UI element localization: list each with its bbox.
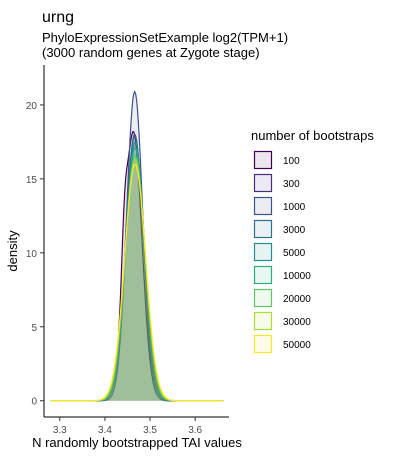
x-axis-label: N randomly bootstrapped TAI values <box>32 435 242 450</box>
density-area-100 <box>50 131 224 401</box>
chart-title: urng <box>42 9 74 26</box>
legend-key-background <box>253 242 273 262</box>
legend-swatch <box>253 265 273 285</box>
legend-item-50000: 50000 <box>253 334 311 354</box>
legend-label: 100 <box>283 156 300 167</box>
legend-key-background <box>253 265 273 285</box>
x-tick-label: 3.5 <box>143 425 157 436</box>
density-area-10000 <box>50 148 224 401</box>
density-line-50000 <box>50 163 224 402</box>
density-area-1000 <box>50 91 224 401</box>
legend-swatch <box>253 150 273 170</box>
legend-item-30000: 30000 <box>253 311 311 331</box>
x-axis-ticks: 3.3 3.4 3.5 3.6 <box>53 417 203 436</box>
legend-swatch <box>253 288 273 308</box>
legend-item-5000: 5000 <box>253 242 306 262</box>
legend-swatch <box>253 311 273 331</box>
chart-subtitle-line-2: (3000 random genes at Zygote stage) <box>42 45 260 60</box>
density-area-50000 <box>50 164 224 401</box>
y-tick-label: 15 <box>26 175 38 186</box>
legend-item-1000: 1000 <box>253 196 306 216</box>
x-tick-label: 3.4 <box>98 425 112 436</box>
density-area-30000 <box>50 159 224 401</box>
plot-area <box>50 90 224 402</box>
legend-label: 50000 <box>283 340 311 351</box>
legend-label: 3000 <box>283 225 306 236</box>
legend-key-background <box>253 219 273 239</box>
legend-item-300: 300 <box>253 173 300 193</box>
legend-swatch <box>253 196 273 216</box>
y-tick-label: 5 <box>31 323 37 334</box>
legend-key-background <box>253 311 273 331</box>
legend-swatch <box>253 242 273 262</box>
legend-key-background <box>253 150 273 170</box>
legend-item-10000: 10000 <box>253 265 311 285</box>
y-tick-label: 0 <box>31 397 37 408</box>
legend-swatch <box>253 334 273 354</box>
density-area-5000 <box>50 142 224 401</box>
legend-label: 300 <box>283 179 300 190</box>
legend-key-background <box>253 173 273 193</box>
legend-key-background <box>253 196 273 216</box>
y-axis-ticks: 0 5 10 15 20 <box>26 101 44 408</box>
density-area-3000 <box>50 135 224 401</box>
legend-label: 1000 <box>283 202 306 213</box>
legend-key-background <box>253 334 273 354</box>
legend: number of bootstraps 100 300 1000 3000 5000 1… <box>251 128 374 354</box>
legend-item-3000: 3000 <box>253 219 306 239</box>
legend-key-background <box>253 288 273 308</box>
legend-label: 20000 <box>283 294 311 305</box>
legend-label: 30000 <box>283 317 311 328</box>
density-area-300 <box>50 134 224 401</box>
chart-subtitle-line-1: PhyloExpressionSetExample log2(TPM+1) <box>42 30 288 45</box>
y-axis-label: density <box>5 230 20 272</box>
legend-label: 10000 <box>283 271 311 282</box>
x-tick-label: 3.3 <box>53 425 67 436</box>
legend-swatch <box>253 173 273 193</box>
y-tick-label: 20 <box>26 101 38 112</box>
legend-item-20000: 20000 <box>253 288 311 308</box>
y-tick-label: 10 <box>26 249 38 260</box>
legend-label: 5000 <box>283 248 306 259</box>
x-tick-label: 3.6 <box>188 425 202 436</box>
density-area-20000 <box>50 155 224 401</box>
legend-title: number of bootstraps <box>251 128 374 143</box>
legend-swatch <box>253 219 273 239</box>
legend-item-100: 100 <box>253 150 300 170</box>
